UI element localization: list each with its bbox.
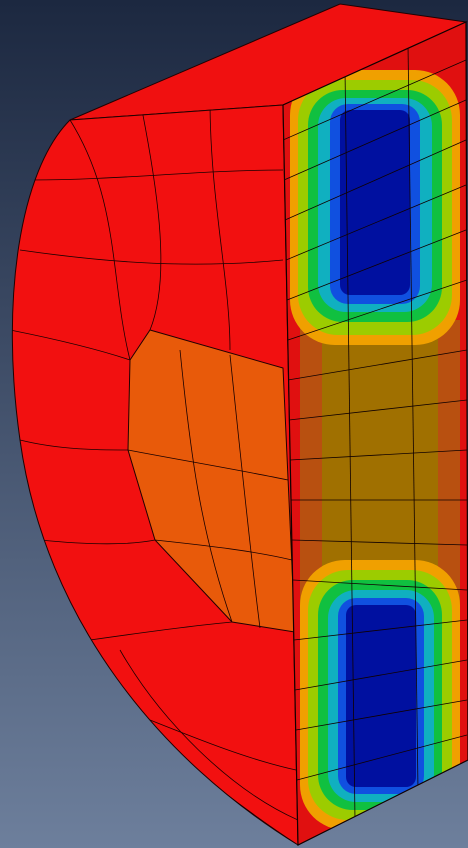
section-outline bbox=[282, 21, 468, 846]
side-contours bbox=[12, 105, 298, 845]
section-face bbox=[283, 22, 468, 845]
